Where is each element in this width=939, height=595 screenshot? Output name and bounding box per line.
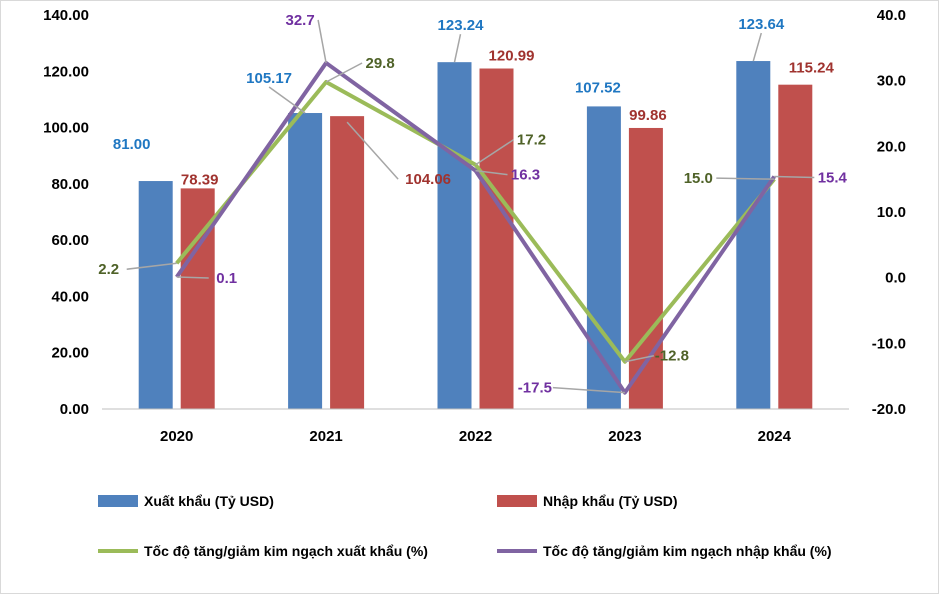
- legend: Xuất khẩu (Tỷ USD) Nhập khẩu (Tỷ USD) Tốc …: [98, 493, 832, 559]
- data-label-leader-line: [317, 19, 327, 64]
- data-label-leader-line: [126, 262, 177, 270]
- leader-lines-layer: [126, 19, 815, 394]
- right-axis-tick-label: -20.0: [872, 401, 906, 418]
- left-axis-tick-label: 20.00: [51, 345, 89, 362]
- export-bar: [736, 61, 771, 409]
- left-axis-tick-label: 120.00: [43, 63, 89, 80]
- data-label-leader-line: [552, 386, 625, 394]
- data-label-leader-line: [752, 32, 763, 62]
- import-bar: [479, 68, 514, 409]
- export-growth-label: 2.2: [98, 261, 119, 278]
- import-growth-label: 32.7: [285, 12, 314, 29]
- export-growth-label: 15.0: [684, 170, 713, 187]
- import-bar: [778, 84, 813, 410]
- data-label-leader-line: [453, 34, 462, 63]
- import-bar: [330, 116, 365, 409]
- export-growth-label: 17.2: [517, 132, 546, 149]
- import-growth-label: 16.3: [511, 167, 540, 184]
- export-growth-label: 29.8: [365, 55, 394, 72]
- export-growth-line: [175, 79, 776, 364]
- export-value-label: 107.52: [575, 79, 621, 96]
- legend-label: Xuất khẩu (Tỷ USD): [144, 493, 274, 509]
- import-growth-label: -17.5: [518, 380, 552, 397]
- data-label-leader-line: [475, 139, 514, 166]
- import-bar: [628, 127, 663, 410]
- x-axis-category-label: 2021: [309, 428, 342, 445]
- export-bar: [437, 62, 472, 410]
- data-label-leader-line: [774, 175, 815, 179]
- data-label-leader-line: [346, 121, 399, 180]
- right-axis-tick-label: 30.0: [877, 73, 906, 90]
- import-value-label: 78.39: [181, 171, 219, 188]
- left-axis-tick-label: 60.00: [51, 232, 89, 249]
- export-growth-label: -12.8: [655, 348, 689, 365]
- legend-label: Tốc độ tăng/giảm kim ngạch xuất khẩu (%): [144, 543, 428, 559]
- left-axis-tick-label: 40.00: [51, 288, 89, 305]
- data-label-leader-line: [268, 86, 306, 114]
- left-axis-tick-label: 80.00: [51, 176, 89, 193]
- legend-swatch-bar: [497, 495, 537, 507]
- x-axis-category-label: 2024: [758, 428, 792, 445]
- axis-layer: 0.00 20.00 40.00 60.00 80.00 100.00 120.00 140.…: [43, 7, 906, 445]
- import-value-label: 120.99: [489, 47, 535, 64]
- data-label-leader-line: [325, 62, 363, 83]
- bars-layer: [138, 61, 813, 410]
- export-value-label: 123.24: [438, 17, 485, 34]
- import-value-label: 104.06: [405, 171, 451, 188]
- data-label-leader-line: [624, 354, 655, 363]
- import-growth-label: 0.1: [216, 270, 237, 287]
- export-value-label: 123.64: [738, 16, 785, 33]
- data-label-leader-line: [176, 276, 209, 279]
- import-growth-line: [175, 60, 776, 395]
- import-value-label: 99.86: [629, 107, 667, 124]
- legend-label: Nhập khẩu (Tỷ USD): [543, 493, 678, 509]
- export-bar: [288, 113, 323, 409]
- right-axis-tick-label: 10.0: [877, 204, 906, 221]
- left-axis-tick-label: 140.00: [43, 7, 89, 24]
- export-value-label: 81.00: [113, 136, 151, 153]
- data-label-leader-line: [475, 169, 508, 176]
- x-axis-category-label: 2022: [459, 428, 492, 445]
- right-axis-tick-label: -10.0: [872, 335, 906, 352]
- left-axis-tick-label: 0.00: [60, 401, 89, 418]
- x-axis-category-label: 2020: [160, 428, 193, 445]
- export-bar: [138, 181, 173, 409]
- data-label-leader-line: [716, 177, 775, 180]
- legend-label: Tốc độ tăng/giảm kim ngạch nhập khẩu (%): [543, 543, 832, 559]
- import-value-label: 115.24: [789, 60, 835, 77]
- x-axis-category-label: 2023: [608, 428, 641, 445]
- right-axis-tick-label: 40.0: [877, 7, 906, 24]
- left-axis-tick-label: 100.00: [43, 120, 89, 137]
- import-growth-label: 15.4: [818, 170, 848, 187]
- right-axis-tick-label: 20.0: [877, 138, 906, 155]
- legend-swatch-bar: [98, 495, 138, 507]
- lines-layer: [175, 60, 776, 395]
- export-value-label: 105.17: [246, 70, 292, 87]
- right-axis-tick-label: 0.0: [885, 270, 906, 287]
- data-labels-layer: 81.00 105.17 123.24 107.52 123.64 78.39 104.06…: [98, 12, 847, 397]
